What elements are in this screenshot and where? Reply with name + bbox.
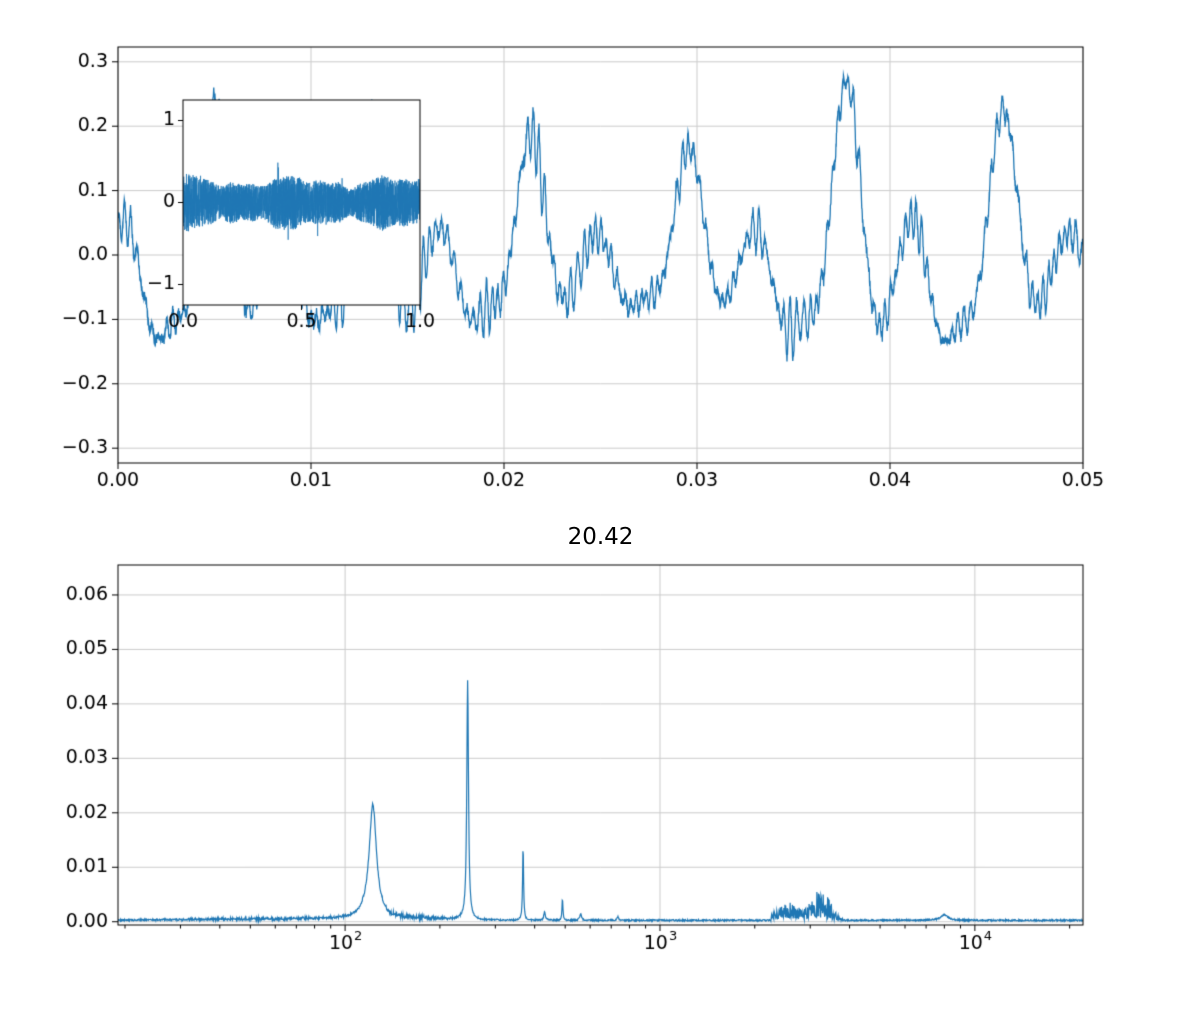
spectrum-title: 20.42: [567, 524, 634, 550]
